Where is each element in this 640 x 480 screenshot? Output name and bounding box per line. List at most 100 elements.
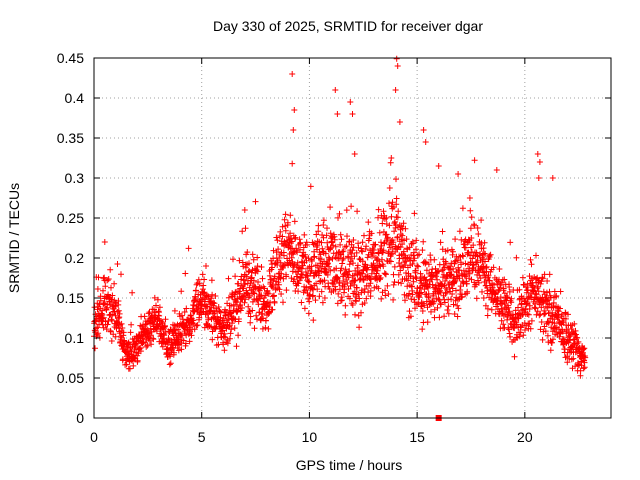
data-point [333,265,340,272]
data-point [123,361,130,368]
data-point [581,364,588,371]
data-point [412,267,419,274]
data-point [571,320,578,327]
data-point [520,332,527,339]
data-point [456,267,463,274]
data-point [224,340,231,347]
data-point [284,219,291,226]
data-point [256,287,263,294]
data-point [185,245,192,252]
data-point [499,309,506,316]
data-point [350,260,356,267]
data-point [343,207,350,214]
data-point [393,195,400,202]
data-point [377,276,383,283]
data-point [248,274,255,281]
data-point [104,277,111,284]
data-point [355,291,362,298]
data-point [287,212,294,219]
data-point [219,327,226,334]
data-point [108,338,115,344]
data-point [281,252,287,259]
data-point [442,290,449,297]
data-point [449,285,456,292]
data-point [378,256,385,263]
data-point [182,340,189,347]
data-point [268,283,275,290]
data-point [117,321,124,328]
data-point [414,262,421,269]
data-point [402,225,409,232]
data-point [394,246,401,253]
data-point [445,303,452,310]
data-point [118,320,125,327]
data-point [484,305,491,312]
data-point [239,305,245,311]
data-point [545,318,552,325]
data-point [104,321,111,328]
data-point [397,267,404,274]
data-point [265,325,272,332]
data-point [559,328,566,335]
data-point [179,312,185,319]
data-point [228,326,235,333]
data-point [247,313,254,320]
data-point [395,271,402,278]
y-tick-label: 0.35 [57,130,84,146]
data-point [92,345,98,352]
data-point [330,242,337,249]
data-point [475,279,482,286]
data-point [288,275,295,282]
data-points [91,55,589,421]
data-point [439,267,446,274]
data-point [556,333,563,340]
data-point [394,214,401,221]
data-point [413,246,419,253]
data-point [366,235,373,242]
data-point [277,274,284,281]
data-point [276,255,283,261]
data-point [372,241,379,248]
data-point [410,240,416,247]
data-point [354,265,361,271]
data-point [464,288,471,295]
data-point [129,289,136,296]
data-point [480,245,487,252]
data-point [448,271,455,278]
data-point [159,319,166,326]
data-point [191,326,198,333]
data-point [252,283,259,290]
data-point [513,254,520,261]
data-point [420,238,427,245]
data-point [283,273,290,280]
y-tick-label: 0.15 [57,290,84,306]
data-point [513,321,520,328]
data-point [320,217,327,224]
data-point [305,310,312,317]
data-point [403,258,410,265]
data-point [449,248,456,255]
data-point [278,270,285,277]
data-point [324,225,330,232]
data-point [363,295,370,302]
data-point [322,250,329,257]
data-point [459,252,466,259]
data-point [327,204,334,211]
data-point [201,289,208,296]
data-point [375,206,382,213]
data-point [396,119,403,125]
data-point [94,306,101,313]
data-point [303,284,310,291]
data-point [169,344,176,351]
data-point [244,249,251,256]
data-point [239,228,246,235]
data-point [406,308,413,315]
data-point [193,287,199,294]
data-point [94,286,101,292]
data-point [338,251,345,258]
data-point [439,228,446,235]
data-point [459,293,466,300]
data-point [419,326,426,333]
data-point [568,326,575,332]
